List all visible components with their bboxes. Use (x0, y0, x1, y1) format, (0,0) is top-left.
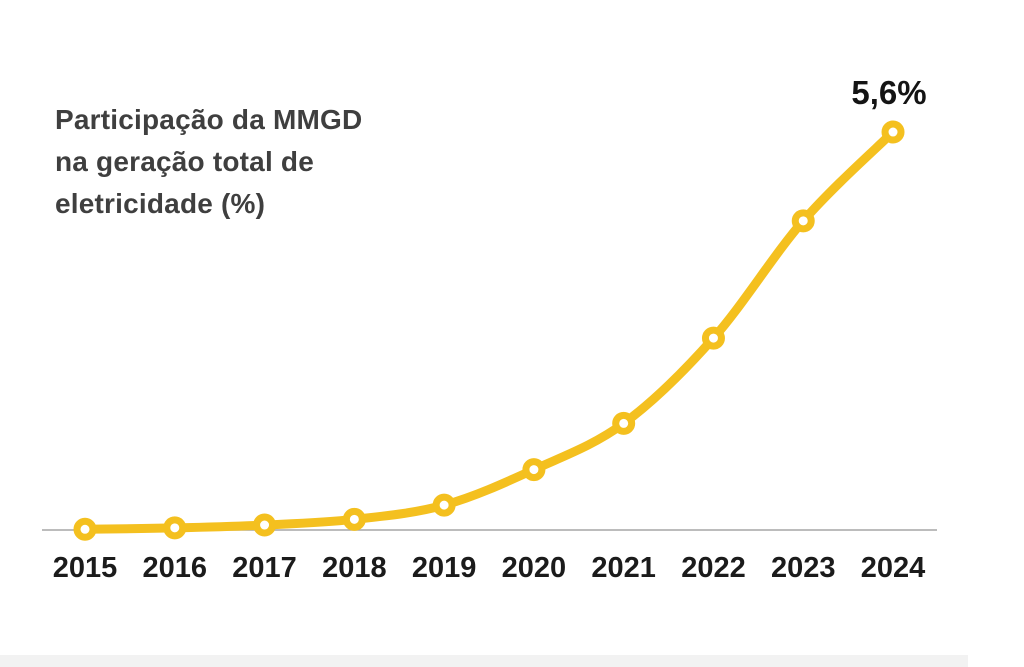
chart-title-line-2: na geração total de (55, 146, 314, 177)
data-point-2019 (432, 493, 456, 517)
x-axis-label-2017: 2017 (232, 552, 297, 584)
page-edge-strip (0, 655, 968, 667)
chart-title: Participação da MMGD na geração total de… (55, 99, 362, 225)
x-axis-label-2016: 2016 (143, 552, 208, 584)
x-axis-label-2020: 2020 (502, 552, 567, 584)
x-axis-label-2019: 2019 (412, 552, 477, 584)
x-axis-label-2015: 2015 (53, 552, 118, 584)
x-axis-label-2018: 2018 (322, 552, 387, 584)
series-line (80, 127, 898, 534)
data-point-2021 (612, 411, 636, 435)
data-point-2023 (791, 209, 815, 233)
data-point-2024 (881, 120, 905, 144)
chart-title-line-1: Participação da MMGD (55, 104, 363, 135)
x-axis-label-2022: 2022 (681, 552, 746, 584)
x-axis-label-2024: 2024 (861, 552, 926, 584)
data-point-2022 (701, 326, 725, 350)
data-point-2020 (522, 458, 546, 482)
data-point-2016 (163, 516, 187, 540)
x-axis-label-2023: 2023 (771, 552, 836, 584)
data-point-2015 (73, 517, 97, 541)
x-axis-label-2021: 2021 (591, 552, 656, 584)
data-point-2018 (342, 507, 366, 531)
data-label-2024: 5,6% (851, 74, 926, 111)
data-point-2017 (253, 513, 277, 537)
chart-title-line-3: eletricidade (%) (55, 188, 266, 219)
